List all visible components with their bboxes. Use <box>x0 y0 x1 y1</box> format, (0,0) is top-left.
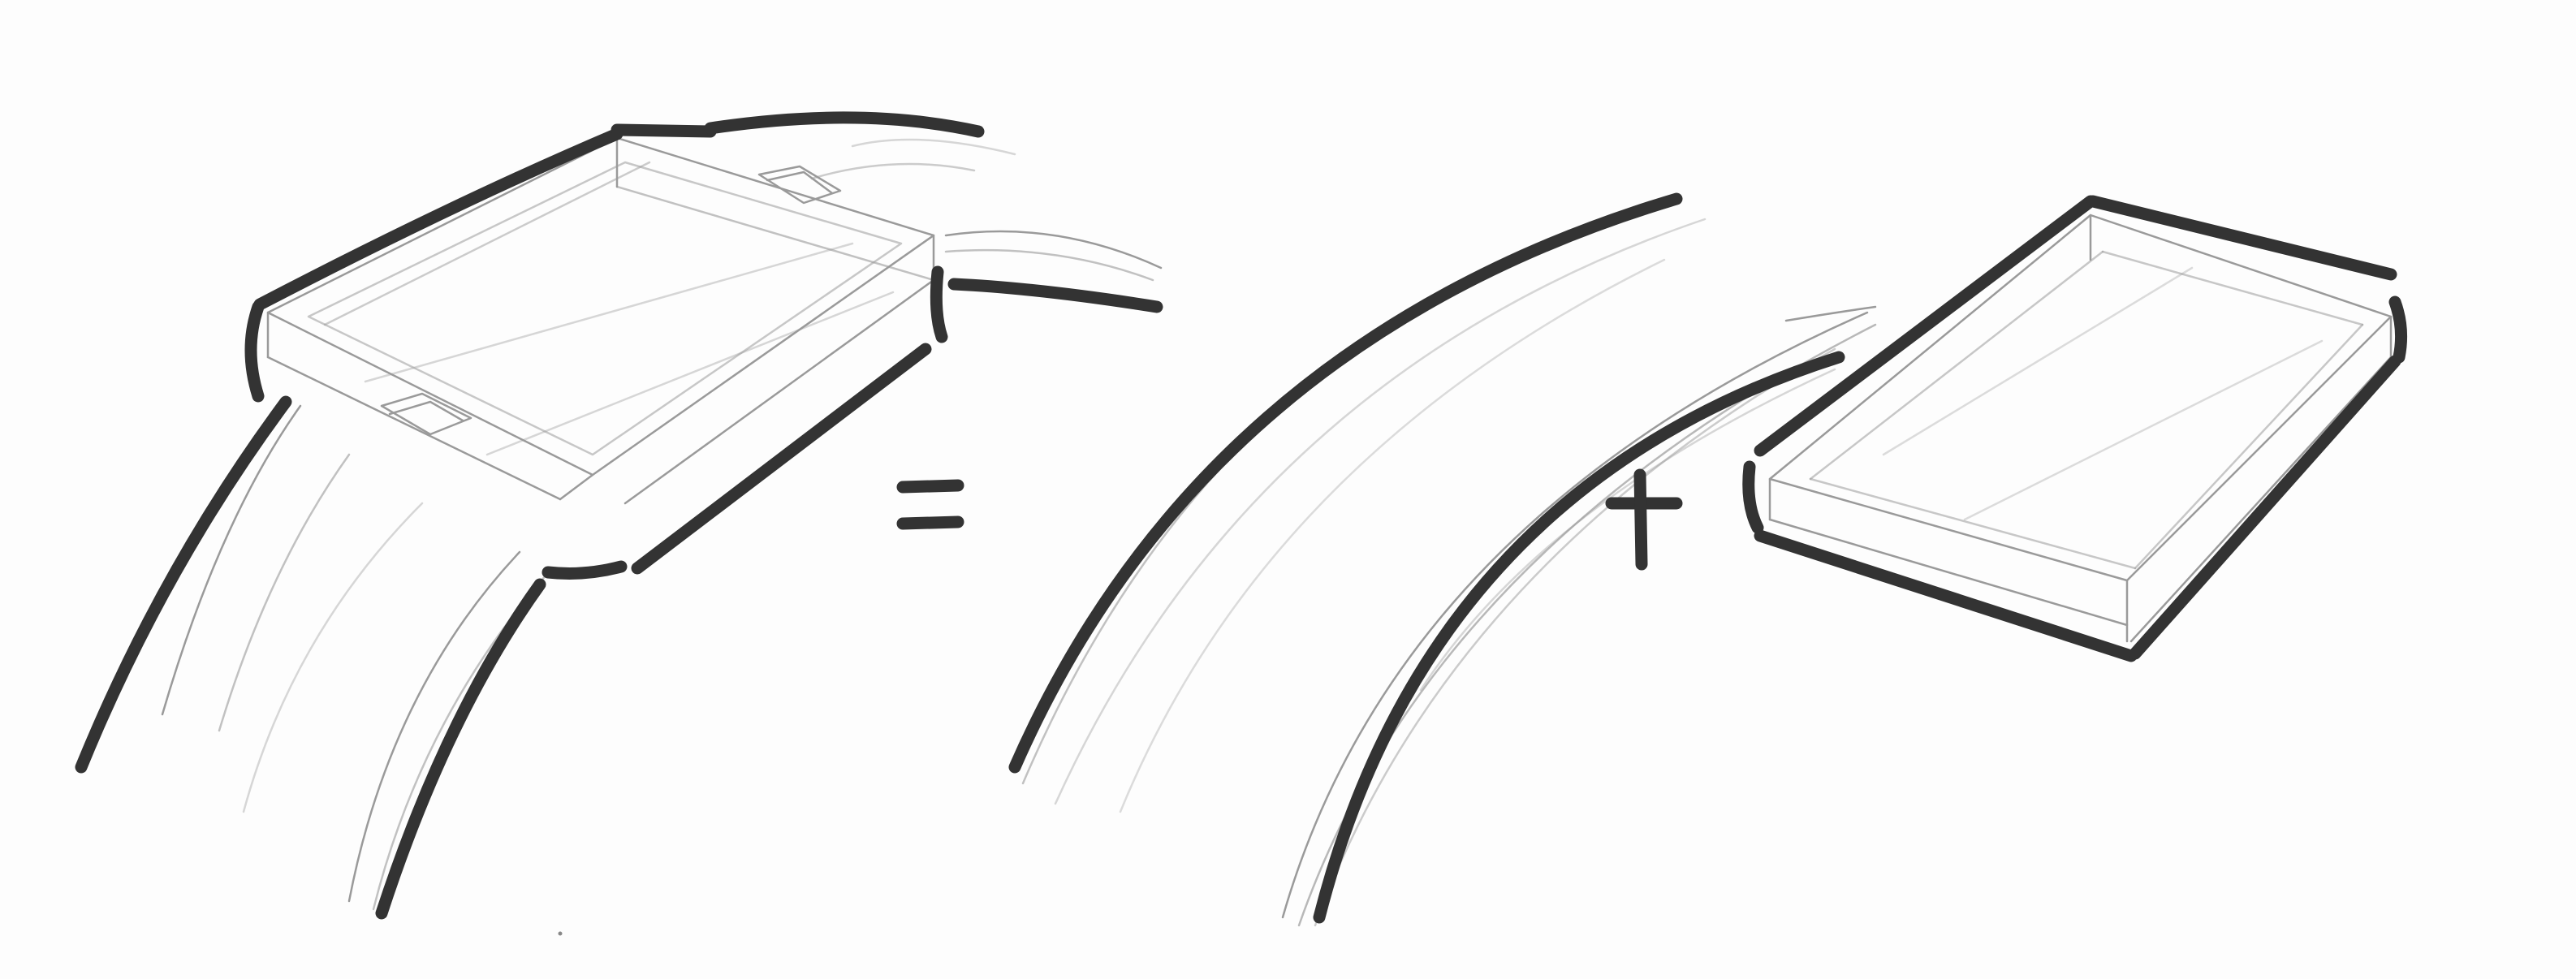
stray-dot <box>558 931 563 936</box>
module-marker-lines <box>1742 195 2408 662</box>
plus-sign-icon <box>1605 468 1683 571</box>
smartwatch-sketch-icon <box>75 111 1163 920</box>
watch-module-box-sketch-icon <box>1742 195 2408 662</box>
smartwatch-pencil-lines <box>161 136 1163 911</box>
watch-band-sketch-icon <box>1008 192 1877 927</box>
smartwatch-marker-lines <box>75 111 1163 920</box>
module-pencil-lines <box>1768 213 2393 643</box>
band-marker-lines <box>1008 192 1845 924</box>
equals-sign-icon <box>896 479 964 530</box>
